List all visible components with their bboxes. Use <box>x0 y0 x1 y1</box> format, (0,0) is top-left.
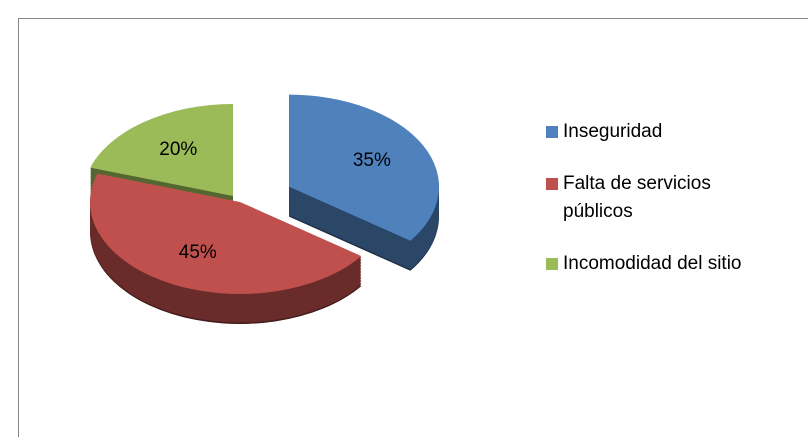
legend: Inseguridad Falta de servicios públicos In… <box>546 118 796 302</box>
legend-item: Inseguridad <box>546 118 796 146</box>
legend-item: Falta de servicios públicos <box>546 170 796 226</box>
legend-swatch <box>546 126 558 138</box>
legend-label: Inseguridad <box>563 121 663 142</box>
legend-item: Incomodidad del sitio <box>546 250 796 278</box>
pie-tops <box>89 94 440 295</box>
pie-slice <box>289 94 440 241</box>
pie-slice <box>90 104 233 197</box>
legend-swatch <box>546 258 558 270</box>
data-label: 45% <box>179 242 217 263</box>
legend-label: Falta de servicios públicos <box>563 173 711 222</box>
pie-slice <box>89 173 362 295</box>
legend-swatch <box>546 178 558 190</box>
data-label: 20% <box>159 139 197 160</box>
legend-label: Incomodidad del sitio <box>563 253 742 274</box>
data-label: 35% <box>353 150 391 171</box>
